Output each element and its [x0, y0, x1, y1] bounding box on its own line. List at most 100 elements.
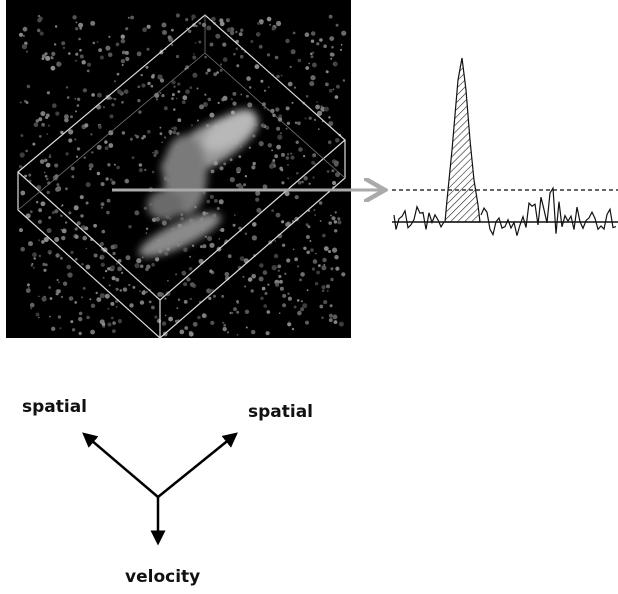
noise-dot	[142, 27, 147, 32]
noise-dot	[315, 282, 318, 285]
noise-dot	[145, 268, 148, 271]
noise-dot	[149, 301, 152, 304]
noise-dot	[126, 255, 131, 260]
noise-dot	[125, 27, 128, 30]
noise-dot	[269, 164, 274, 169]
noise-dot	[208, 297, 211, 300]
noise-dot	[173, 126, 177, 130]
noise-dot	[111, 103, 114, 106]
noise-dot	[82, 60, 86, 64]
noise-dot	[111, 181, 115, 185]
noise-dot	[97, 172, 100, 175]
noise-dot	[20, 191, 25, 196]
noise-dot	[154, 316, 157, 319]
noise-dot	[137, 85, 140, 88]
noise-dot	[45, 263, 48, 266]
noise-dot	[311, 40, 314, 43]
noise-dot	[65, 187, 68, 190]
noise-dot	[78, 38, 81, 41]
noise-dot	[234, 214, 236, 216]
noise-dot	[251, 289, 254, 292]
noise-dot	[304, 176, 308, 180]
noise-dot	[117, 89, 122, 94]
noise-dot	[207, 236, 212, 241]
noise-dot	[259, 263, 263, 267]
noise-dot	[103, 106, 105, 108]
noise-dot	[57, 289, 61, 293]
noise-dot	[295, 122, 297, 124]
noise-dot	[116, 306, 118, 308]
noise-dot	[106, 211, 110, 215]
noise-dot	[48, 216, 51, 219]
noise-dot	[110, 97, 112, 99]
noise-dot	[208, 98, 212, 102]
noise-dot	[322, 290, 325, 293]
noise-dot	[173, 131, 177, 135]
noise-dot	[72, 328, 75, 331]
noise-dot	[271, 209, 274, 212]
noise-dot	[247, 102, 252, 107]
noise-dot	[33, 267, 35, 269]
noise-dot	[235, 31, 237, 33]
noise-dot	[316, 101, 318, 103]
noise-dot	[161, 142, 163, 144]
noise-dot	[319, 201, 323, 205]
noise-dot	[303, 155, 305, 157]
noise-dot	[46, 163, 51, 168]
noise-dot	[298, 59, 302, 63]
noise-dot	[107, 308, 109, 310]
noise-dot	[23, 35, 25, 37]
noise-dot	[343, 79, 345, 81]
noise-dot	[310, 53, 313, 56]
noise-dot	[34, 123, 39, 128]
noise-dot	[335, 267, 339, 271]
noise-dot	[206, 288, 211, 293]
noise-dot	[142, 257, 144, 259]
noise-dot	[116, 166, 120, 170]
noise-dot	[171, 29, 174, 32]
noise-dot	[168, 317, 173, 322]
noise-dot	[36, 119, 40, 123]
noise-dot	[74, 301, 77, 304]
noise-dot	[195, 42, 197, 44]
noise-dot	[184, 300, 188, 304]
noise-dot	[173, 108, 176, 111]
noise-dot	[263, 184, 268, 189]
noise-dot	[286, 258, 290, 262]
noise-dot	[160, 78, 164, 82]
noise-dot	[334, 229, 337, 232]
noise-dot	[260, 80, 263, 83]
noise-dot	[305, 32, 310, 37]
noise-dot	[292, 102, 294, 104]
noise-dot	[75, 110, 77, 112]
noise-dot	[336, 85, 340, 89]
noise-dot	[122, 64, 124, 66]
noise-dot	[79, 312, 83, 316]
noise-dot	[152, 171, 155, 174]
noise-dot	[176, 132, 179, 135]
noise-dot	[100, 293, 105, 298]
noise-dot	[312, 176, 314, 178]
noise-dot	[74, 205, 79, 210]
noise-dot	[121, 101, 124, 104]
noise-dot	[162, 221, 167, 226]
noise-dot	[236, 48, 239, 51]
noise-dot	[94, 254, 98, 258]
noise-dot	[28, 241, 33, 246]
noise-dot	[291, 156, 295, 160]
noise-dot	[75, 258, 78, 261]
noise-dot	[246, 327, 248, 329]
noise-dot	[297, 311, 302, 316]
noise-dot	[274, 254, 278, 258]
noise-dot	[67, 265, 72, 270]
noise-dot	[160, 132, 163, 135]
noise-dot	[268, 143, 272, 147]
noise-dot	[322, 234, 326, 238]
noise-dot	[162, 30, 167, 35]
noise-dot	[52, 211, 55, 214]
noise-dot	[147, 25, 151, 29]
noise-dot	[260, 297, 263, 300]
noise-dot	[280, 287, 284, 291]
noise-dot	[334, 220, 337, 223]
noise-dot	[308, 63, 310, 65]
